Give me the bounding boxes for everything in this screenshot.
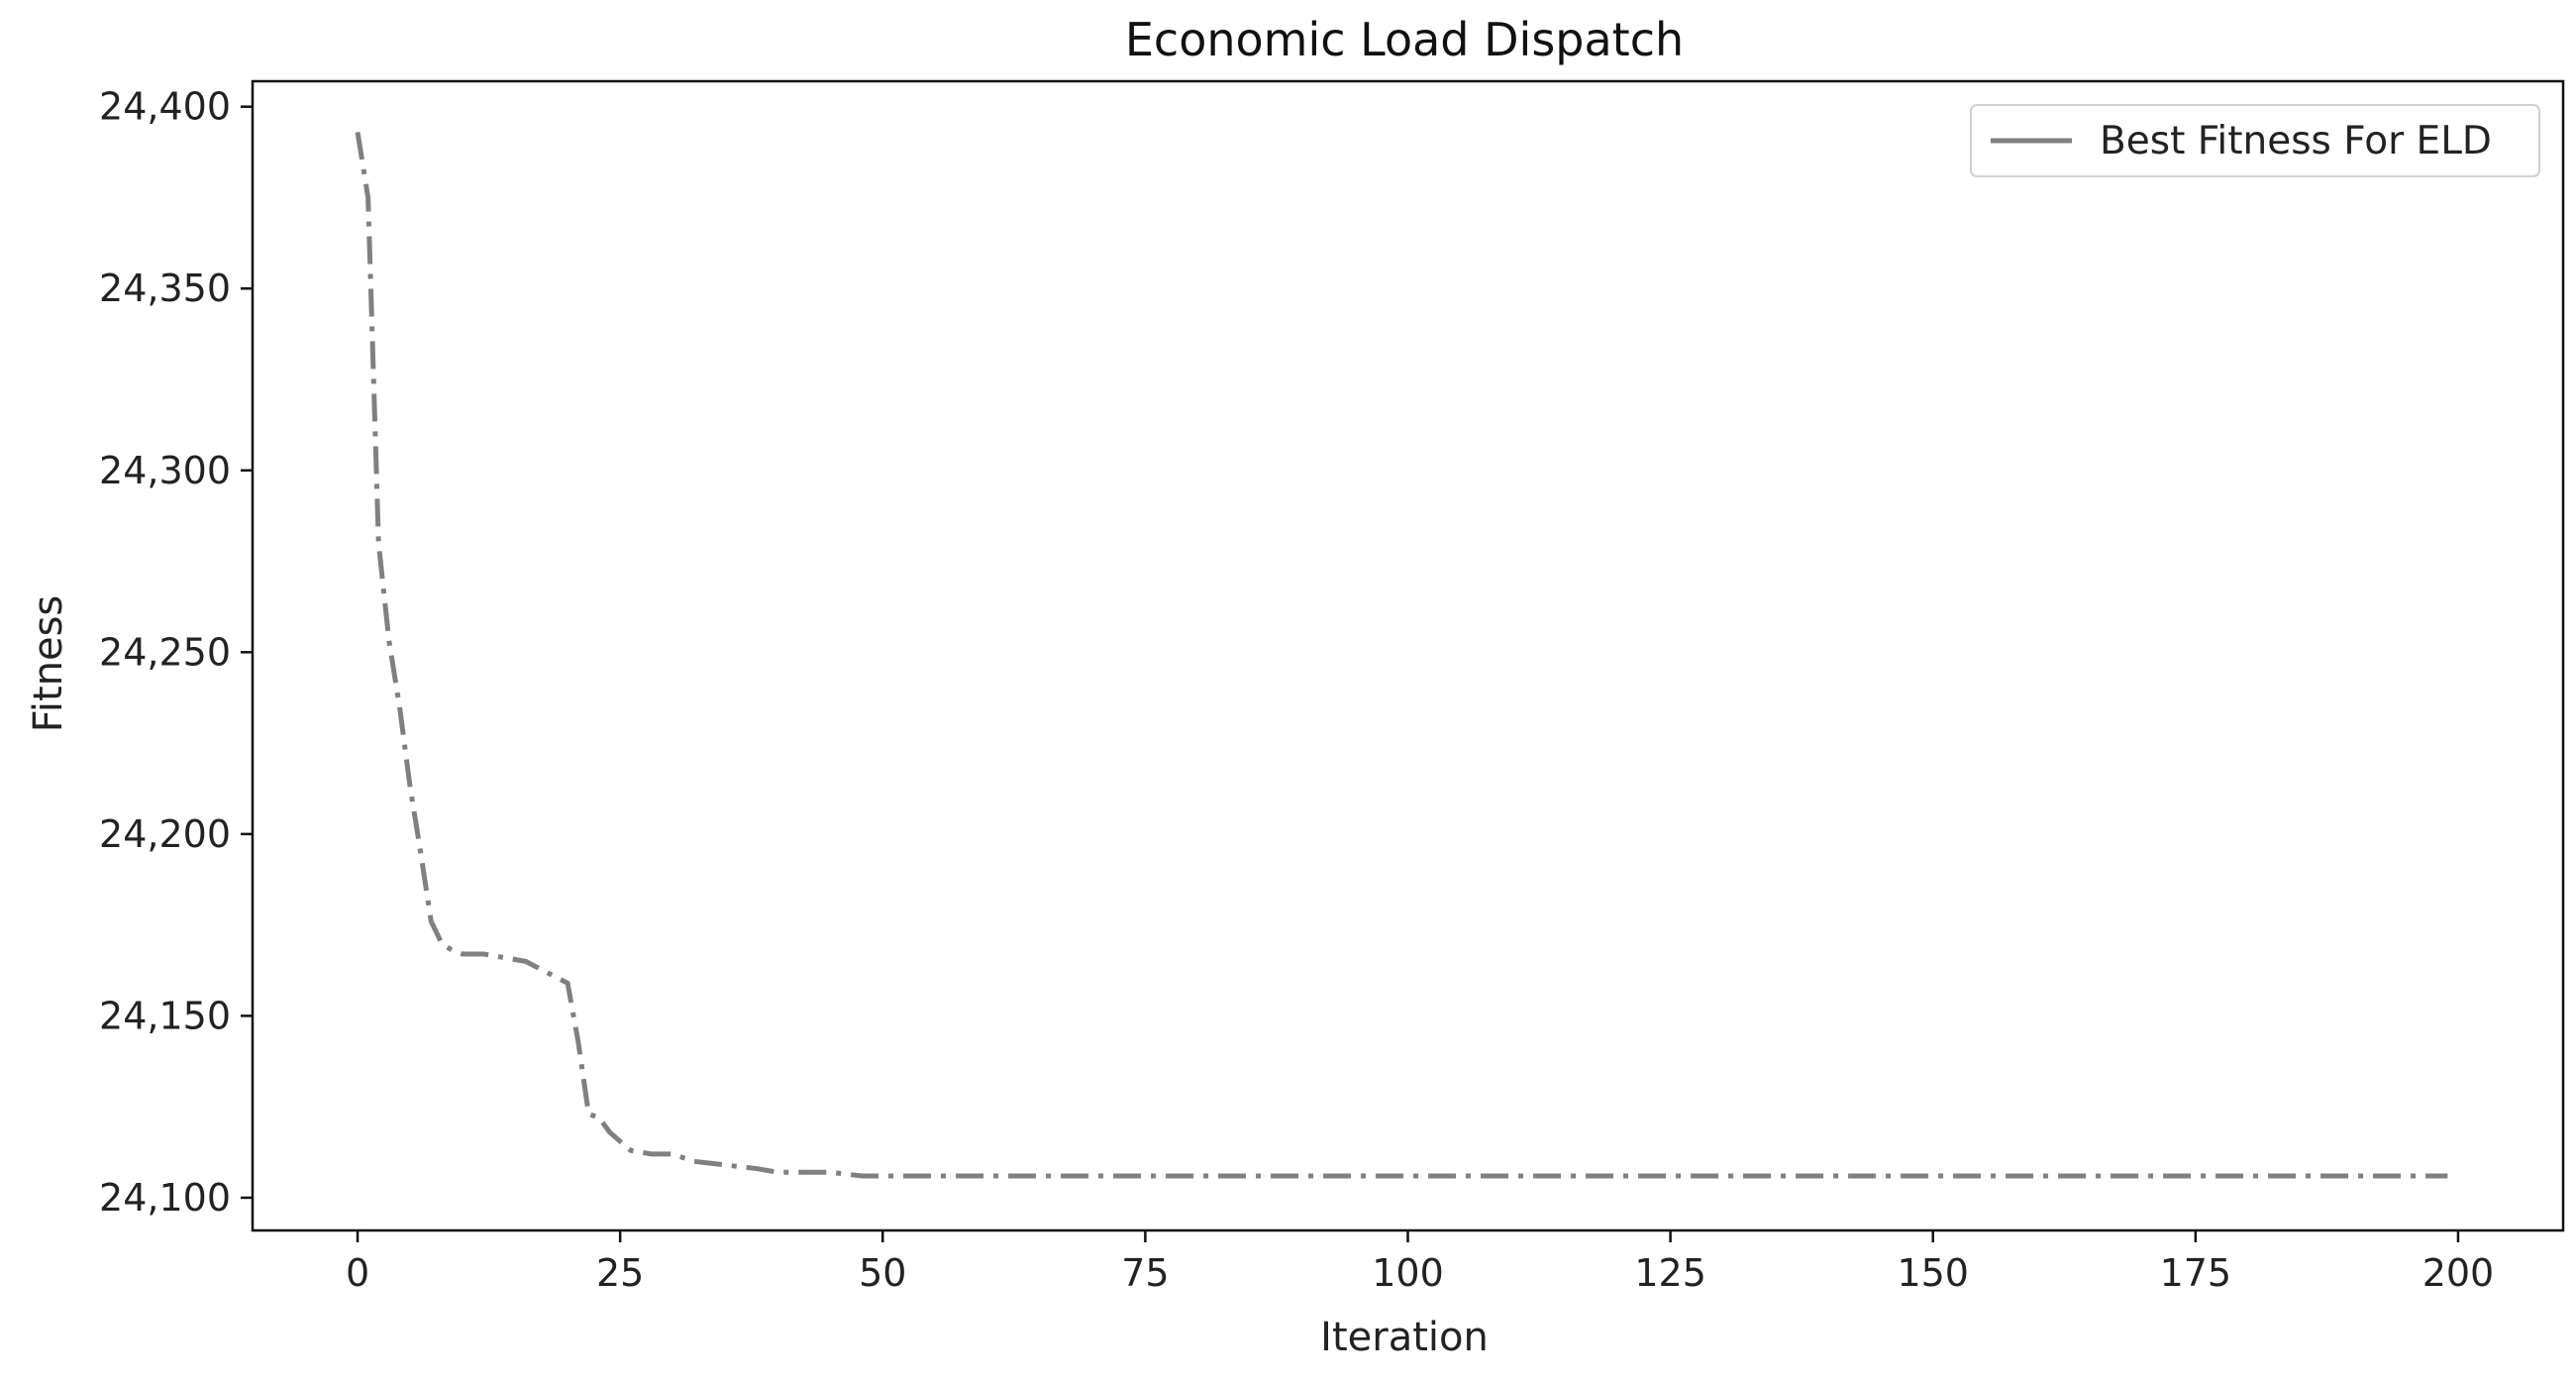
- legend-label: Best Fitness For ELD: [2100, 119, 2492, 163]
- y-tick-label: 24,200: [99, 812, 231, 856]
- y-axis-ticks: 24,100 24,150 24,200 24,250 24,300 24,350 24,4…: [99, 85, 253, 1220]
- y-axis-label: Fitness: [26, 595, 71, 733]
- y-tick-label: 24,350: [99, 266, 231, 310]
- x-tick-label: 150: [1897, 1251, 1969, 1295]
- x-tick-label: 0: [346, 1251, 369, 1295]
- x-tick-label: 75: [1121, 1251, 1169, 1295]
- chart-title: Economic Load Dispatch: [1125, 13, 1684, 66]
- x-tick-label: 200: [2422, 1251, 2495, 1295]
- x-tick-label: 50: [859, 1251, 906, 1295]
- x-tick-label: 125: [1634, 1251, 1706, 1295]
- y-tick-label: 24,100: [99, 1176, 231, 1220]
- x-tick-label: 25: [596, 1251, 644, 1295]
- y-tick-label: 24,150: [99, 994, 231, 1037]
- legend: Best Fitness For ELD: [1970, 104, 2540, 177]
- y-tick-label: 24,400: [99, 85, 231, 129]
- x-tick-label: 100: [1372, 1251, 1444, 1295]
- y-tick-label: 24,300: [99, 449, 231, 492]
- y-tick-label: 24,250: [99, 630, 231, 674]
- series-layer: [355, 131, 2448, 1179]
- x-tick-label: 175: [2160, 1251, 2232, 1295]
- series-line-0: [355, 131, 2448, 1179]
- legend-box: [1970, 104, 2540, 177]
- x-axis-label: Iteration: [1320, 1315, 1489, 1360]
- x-axis-ticks: 0 25 50 75 100 125 150 175 200: [346, 1230, 2494, 1295]
